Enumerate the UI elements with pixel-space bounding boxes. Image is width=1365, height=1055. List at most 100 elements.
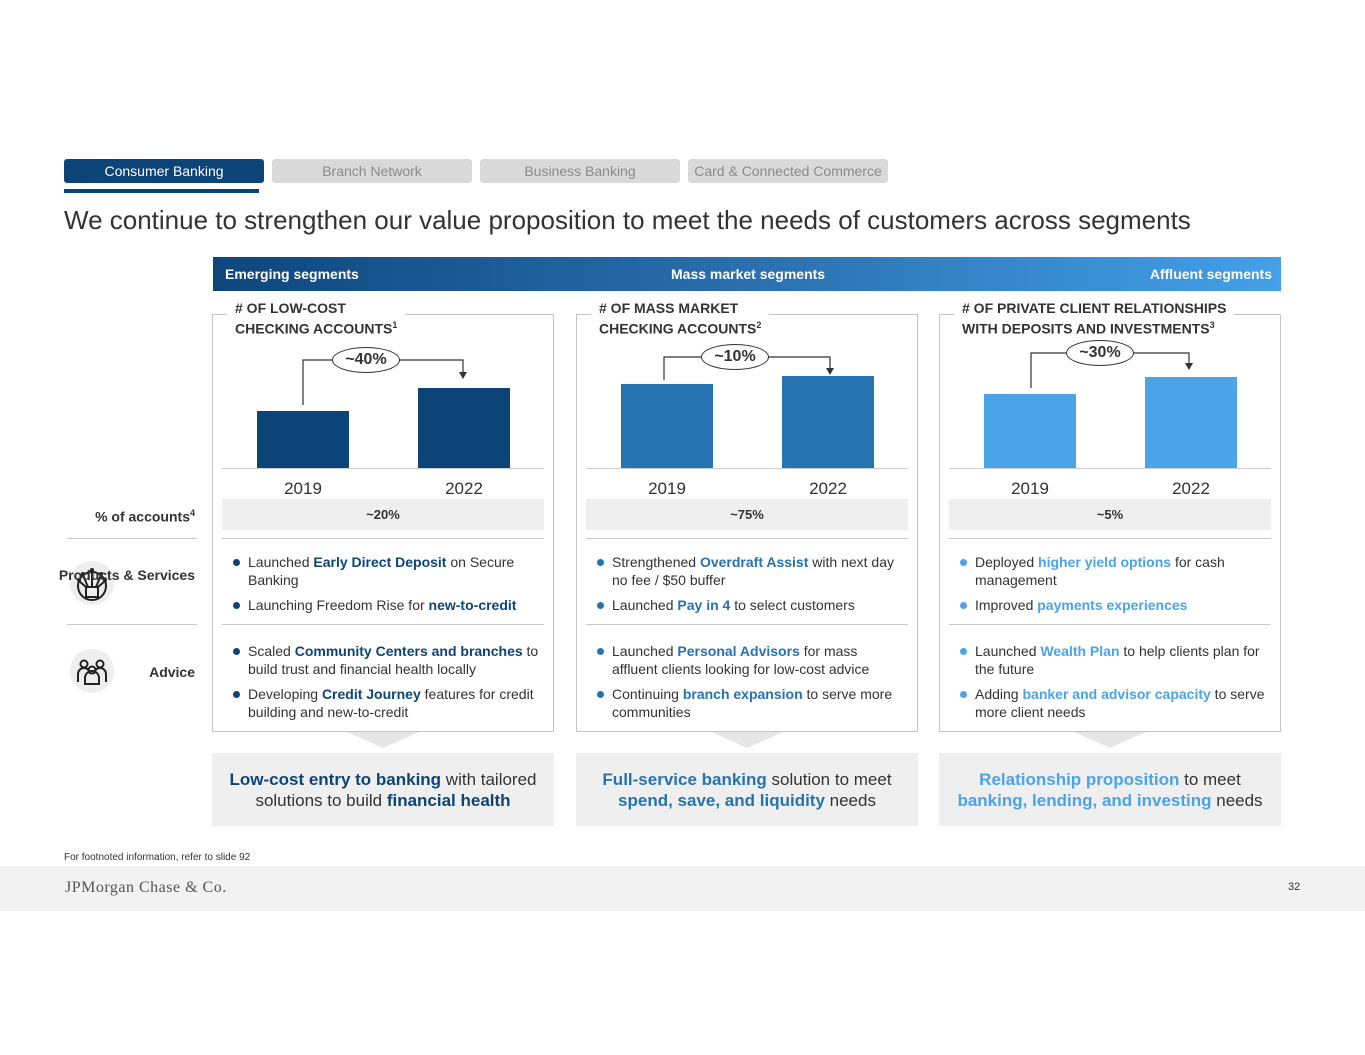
products-icon <box>70 561 114 605</box>
tab-business-banking[interactable]: Business Banking <box>480 159 680 183</box>
chart-baseline <box>222 468 544 469</box>
highlight-text: Wealth Plan <box>1040 643 1120 659</box>
products-bullet: Launched Pay in 4 to select customers <box>586 596 904 614</box>
footnote-sup: 3 <box>1209 320 1215 330</box>
text-segment: to select customers <box>730 597 855 613</box>
advice-bullet: Launched Personal Advisors for mass affl… <box>586 642 904 678</box>
bar-2019 <box>257 411 349 468</box>
chart-baseline <box>949 468 1271 469</box>
tab-consumer-banking[interactable]: Consumer Banking <box>64 159 264 183</box>
summary-box: Full-service banking solution to meet sp… <box>576 753 918 826</box>
products-bullet: Launching Freedom Rise for new-to-credit <box>222 596 540 614</box>
chevron-down-icon <box>711 732 783 748</box>
advice-bullet: Launched Wealth Plan to help clients pla… <box>949 642 1267 678</box>
title-line: # OF LOW-COST <box>235 300 346 316</box>
bar-2019 <box>621 384 713 468</box>
products-bullet: Launched Early Direct Deposit on Secure … <box>222 553 540 589</box>
pct-label-text: % of accounts <box>95 508 190 525</box>
divider <box>67 538 197 539</box>
highlight-text: banking, lending, and investing <box>957 791 1212 810</box>
page-title: We continue to strengthen our value prop… <box>64 205 1191 235</box>
divider <box>949 538 1271 539</box>
title-line: CHECKING ACCOUNTS1 <box>235 317 397 338</box>
highlight-text: Overdraft Assist <box>699 554 809 570</box>
text-segment: Developing <box>248 686 322 702</box>
text-segment: Scaled <box>248 643 295 659</box>
growth-oval: ~30% <box>1066 340 1134 366</box>
pct-of-accounts: ~20% <box>222 499 544 530</box>
highlight-text: new-to-credit <box>428 597 517 613</box>
text-segment: Adding <box>975 686 1023 702</box>
growth-oval: ~40% <box>332 347 400 373</box>
divider <box>949 624 1271 625</box>
segment-emerging: Emerging segments <box>225 266 359 282</box>
text-segment: features for credit building and new-to-… <box>248 686 534 720</box>
highlight-text: branch expansion <box>682 686 803 702</box>
title-line: # OF PRIVATE CLIENT RELATIONSHIPS <box>962 300 1227 316</box>
title-line: WITH DEPOSITS AND INVESTMENTS3 <box>962 317 1226 338</box>
highlight-text: financial health <box>386 791 511 810</box>
highlight-text: Community Centers and branches <box>294 643 523 659</box>
divider <box>67 624 197 625</box>
text-segment: needs <box>1211 791 1263 810</box>
year-label: 2022 <box>1172 479 1210 498</box>
text-segment: for mass affluent clients looking for lo… <box>612 643 870 677</box>
text-segment: to serve more client needs <box>975 686 1265 720</box>
arrow-icon <box>459 372 467 379</box>
highlight-text: Credit Journey <box>321 686 421 702</box>
tab-branch-network[interactable]: Branch Network <box>272 159 472 183</box>
chevron-down-icon <box>347 732 419 748</box>
bar-2022 <box>418 388 510 468</box>
divider <box>586 538 908 539</box>
chevron-down-icon <box>1074 732 1146 748</box>
text-segment: Strengthened <box>612 554 700 570</box>
highlight-text: Low-cost entry to banking <box>229 770 442 789</box>
pct-of-accounts: ~5% <box>949 499 1271 530</box>
bar-2022 <box>1145 377 1237 468</box>
summary-box: Relationship proposition to meet banking… <box>939 753 1281 826</box>
text-segment: to meet <box>1179 770 1241 789</box>
highlight-text: Early Direct Deposit <box>313 554 447 570</box>
advice-bullet: Adding banker and advisor capacity to se… <box>949 685 1267 721</box>
highlight-text: Personal Advisors <box>677 643 800 659</box>
bar-2022 <box>782 376 874 468</box>
text-segment: Launched <box>612 597 678 613</box>
column-title: # OF PRIVATE CLIENT RELATIONSHIPS WITH DE… <box>954 300 1235 338</box>
advice-people-icon <box>70 649 114 693</box>
footnote-sup: 4 <box>189 508 195 518</box>
year-label: 2019 <box>648 479 686 498</box>
text-segment: needs <box>824 791 876 810</box>
text-segment: Launching Freedom Rise for <box>248 597 429 613</box>
text-segment: Launched <box>975 643 1041 659</box>
text-segment: Deployed <box>975 554 1039 570</box>
text-segment: Launched <box>612 643 678 659</box>
advice-bullet: Scaled Community Centers and branches to… <box>222 642 540 678</box>
year-label: 2019 <box>1011 479 1049 498</box>
segment-affluent: Affluent segments <box>1149 266 1272 282</box>
year-label: 2022 <box>445 479 483 498</box>
highlight-text: Full-service banking <box>602 770 767 789</box>
advice-bullet: Developing Credit Journey features for c… <box>222 685 540 721</box>
arrow-icon <box>1185 363 1193 370</box>
divider <box>222 624 544 625</box>
highlight-text: spend, save, and liquidity <box>618 791 825 810</box>
footnote-sup: 2 <box>756 320 762 330</box>
pct-accounts-label: % of accounts4 <box>95 504 195 526</box>
text-segment: with next day no fee / $50 buffer <box>612 554 894 588</box>
text-segment: to build trust and financial health loca… <box>248 643 539 677</box>
year-label: 2019 <box>284 479 322 498</box>
text-segment: to help clients plan for the future <box>975 643 1260 677</box>
title-line: CHECKING ACCOUNTS2 <box>599 317 761 338</box>
page-number: 32 <box>1288 881 1301 893</box>
tab-card-connected-commerce[interactable]: Card & Connected Commerce <box>688 159 888 183</box>
jpmorgan-logo: JPMorgan Chase & Co. <box>65 879 227 896</box>
footnote-sup: 1 <box>392 320 398 330</box>
divider <box>222 538 544 539</box>
text-segment: on Secure Banking <box>248 554 515 588</box>
highlight-text: banker and advisor capacity <box>1022 686 1211 702</box>
highlight-text: Pay in 4 <box>677 597 731 613</box>
column-title: # OF LOW-COST CHECKING ACCOUNTS1 <box>227 300 406 338</box>
products-services-label: Products & Services <box>58 567 195 583</box>
summary-box: Low-cost entry to banking with tailored … <box>212 753 554 826</box>
text-segment: Launched <box>248 554 314 570</box>
